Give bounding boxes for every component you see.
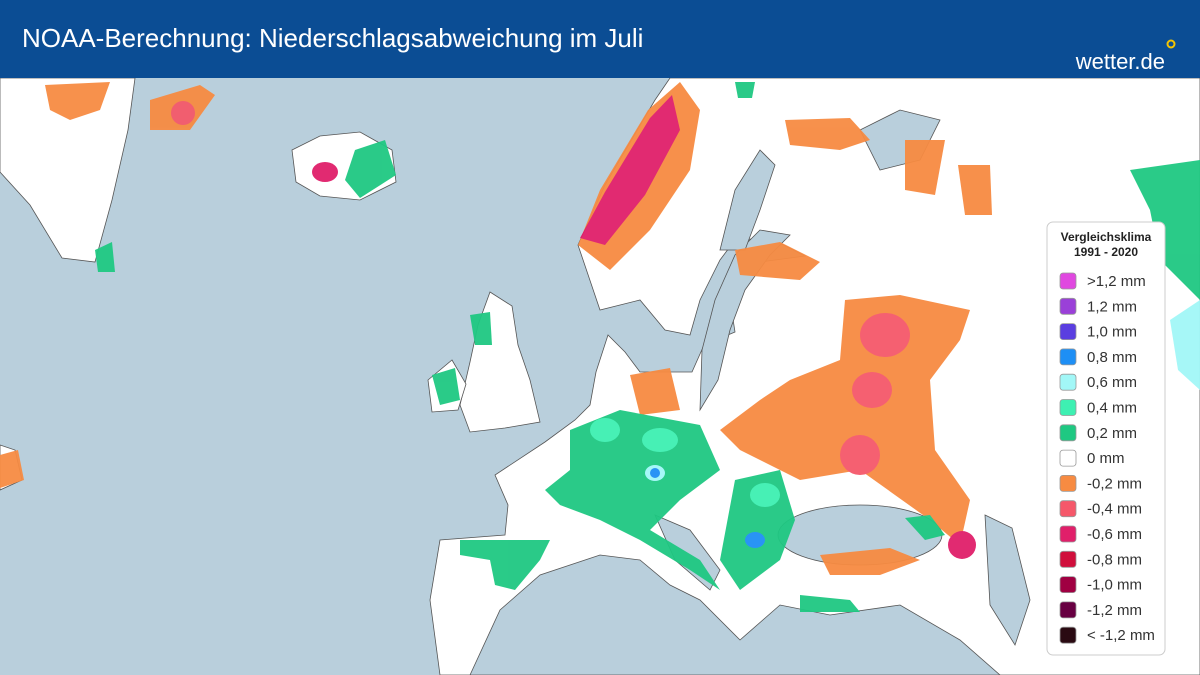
anomaly-area bbox=[630, 368, 680, 415]
legend-swatch bbox=[1059, 550, 1077, 568]
legend-swatch bbox=[1059, 323, 1077, 341]
legend-label: < -1,2 mm bbox=[1087, 627, 1155, 644]
legend-swatch bbox=[1059, 449, 1077, 467]
anomaly-area bbox=[750, 483, 780, 507]
anomaly-area bbox=[345, 140, 396, 198]
great-britain bbox=[459, 291, 541, 433]
anomaly-area bbox=[45, 82, 110, 120]
anomaly-area bbox=[432, 368, 460, 405]
legend-swatch bbox=[1059, 626, 1077, 644]
anomaly-area bbox=[590, 418, 620, 442]
legend-label: 0,6 mm bbox=[1087, 374, 1137, 391]
logo-dot bbox=[1166, 39, 1176, 49]
legend-box bbox=[1046, 221, 1166, 656]
legend-swatch bbox=[1059, 576, 1077, 593]
header-title: NOAA-Berechnung: Niederschlagsabweichung… bbox=[22, 23, 643, 53]
anomaly-area bbox=[470, 312, 492, 345]
legend-swatch bbox=[1059, 399, 1077, 416]
anomaly-area bbox=[0, 450, 24, 488]
anomaly-area bbox=[1170, 300, 1200, 390]
legend-swatch bbox=[1059, 424, 1077, 442]
anomaly-area bbox=[948, 531, 976, 559]
legend-label: 1,2 mm bbox=[1087, 298, 1137, 315]
legend-label: 1,0 mm bbox=[1087, 324, 1137, 341]
anomaly-area bbox=[95, 242, 115, 272]
anomaly-area bbox=[735, 82, 755, 98]
legend-swatch bbox=[1059, 272, 1077, 290]
legend-label: 0,8 mm bbox=[1087, 349, 1137, 366]
legend-label: 0,2 mm bbox=[1087, 425, 1137, 442]
anomaly-area bbox=[580, 95, 680, 245]
anomaly-area bbox=[650, 468, 660, 478]
caspian-sea bbox=[984, 514, 1031, 646]
legend-swatch bbox=[1059, 474, 1077, 492]
mediterranean bbox=[469, 554, 1001, 675]
anomaly-area bbox=[642, 428, 678, 452]
legend-label: >1,2 mm bbox=[1087, 273, 1146, 290]
greenland bbox=[0, 77, 136, 263]
anomaly-area bbox=[735, 242, 820, 280]
anomaly-area bbox=[720, 295, 970, 545]
anomaly-area bbox=[171, 101, 195, 125]
legend-swatch bbox=[1059, 525, 1077, 543]
legend-title: 1991 - 2020 bbox=[1074, 245, 1138, 259]
anomaly-area bbox=[545, 410, 720, 590]
legend: Vergleichsklima 1991 - 2020 >1,2 mm 1,2 m… bbox=[1046, 221, 1166, 656]
legend-swatch bbox=[1059, 348, 1077, 366]
anomaly-area bbox=[905, 515, 945, 540]
anomaly-area bbox=[860, 313, 910, 357]
anomaly-area bbox=[820, 548, 920, 575]
legend-swatch bbox=[1059, 297, 1077, 315]
legend-label: -0,2 mm bbox=[1087, 475, 1142, 492]
legend-swatch bbox=[1059, 500, 1077, 518]
legend-label: -1,2 mm bbox=[1087, 602, 1142, 619]
anomaly-area bbox=[745, 532, 765, 548]
logo: wetter.de bbox=[1075, 49, 1165, 74]
header-bar bbox=[0, 0, 1200, 78]
legend-label: -1,0 mm bbox=[1087, 577, 1142, 594]
anomaly-area bbox=[785, 118, 870, 150]
legend-swatch bbox=[1059, 373, 1077, 391]
legend-swatch bbox=[1059, 601, 1077, 619]
anomaly-area bbox=[800, 595, 860, 612]
legend-label: 0 mm bbox=[1087, 450, 1125, 467]
anomaly-area bbox=[905, 140, 945, 195]
legend-label: -0,8 mm bbox=[1087, 551, 1142, 568]
anomaly-area bbox=[958, 165, 992, 215]
legend-label: -0,4 mm bbox=[1087, 501, 1142, 518]
legend-label: 0,4 mm bbox=[1087, 400, 1137, 417]
anomaly-area bbox=[852, 372, 892, 408]
anomaly-area bbox=[840, 435, 880, 475]
anomaly-area bbox=[312, 162, 338, 182]
legend-label: -0,6 mm bbox=[1087, 526, 1142, 543]
anomaly-area bbox=[460, 540, 550, 590]
legend-title: Vergleichsklima bbox=[1061, 230, 1152, 244]
